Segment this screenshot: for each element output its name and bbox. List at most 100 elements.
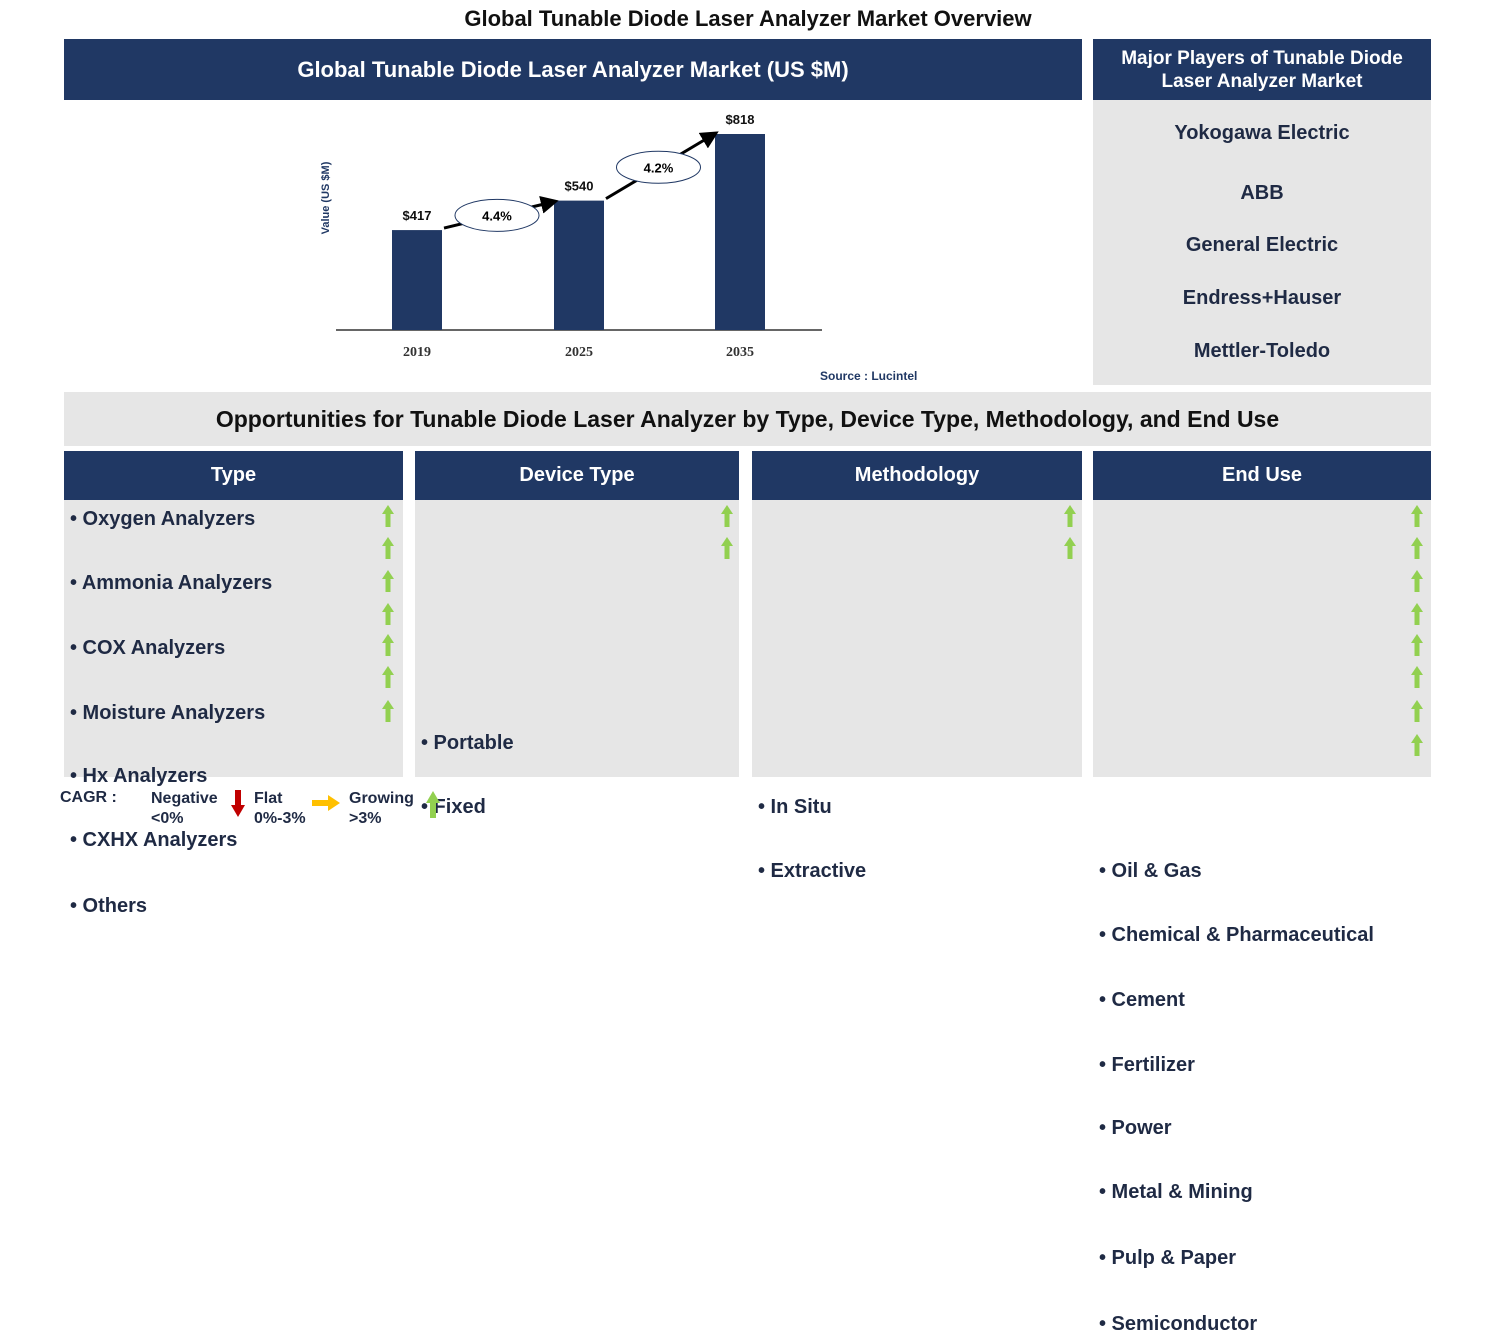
- arrow-up-green-icon: [1064, 505, 1076, 527]
- cagr-label: 4.4%: [482, 208, 512, 223]
- column-panel: [1093, 500, 1431, 777]
- legend-label: CAGR :: [60, 789, 117, 806]
- column-header: Methodology: [752, 451, 1082, 500]
- players-header: Major Players of Tunable Diode Laser Ana…: [1093, 39, 1431, 100]
- column-panel: [415, 500, 739, 777]
- list-item: • Oil & Gas: [1095, 855, 1429, 887]
- column-panel: [752, 500, 1082, 777]
- arrow-up-green-icon: [1411, 603, 1423, 625]
- list-item-label: • Oxygen Analyzers: [70, 508, 256, 530]
- list-item-label: • Extractive: [758, 860, 867, 882]
- player-item: Endress+Hauser: [1182, 287, 1342, 309]
- arrow-up-green-icon: [1411, 570, 1423, 592]
- arrow-up-green-icon: [1411, 734, 1423, 756]
- arrow-up-green-icon: [382, 700, 394, 722]
- data-label: $818: [726, 112, 755, 127]
- bar-2025: [554, 200, 604, 330]
- arrow-up-green-icon: [426, 791, 440, 818]
- legend-growing-range: >3%: [349, 810, 382, 827]
- list-item-label: • Pulp & Paper: [1099, 1247, 1237, 1269]
- arrow-right-yellow-icon: [312, 795, 340, 811]
- bar-2019: [392, 230, 442, 330]
- column-header: Type: [64, 451, 403, 500]
- list-item: • Fertilizer: [1095, 1049, 1429, 1081]
- x-tick-label: 2019: [403, 345, 431, 360]
- chart-header: Global Tunable Diode Laser Analyzer Mark…: [64, 39, 1082, 100]
- column-panel: [64, 500, 403, 777]
- player-item: Mettler-Toledo: [1193, 340, 1331, 362]
- arrow-up-green-icon: [1411, 505, 1423, 527]
- legend-negative-label: Negative: [151, 790, 218, 807]
- list-item: • COX Analyzers: [66, 632, 401, 664]
- legend-negative: Negative <0%: [151, 789, 218, 829]
- arrow-up-green-icon: [382, 666, 394, 688]
- list-item-label: • Oil & Gas: [1099, 860, 1202, 882]
- data-label: $417: [403, 208, 432, 223]
- cagr-ellipse: [454, 198, 540, 232]
- list-item: • Oxygen Analyzers: [66, 503, 401, 535]
- list-item-label: • CXHX Analyzers: [70, 829, 238, 851]
- bar-2035: [715, 134, 765, 330]
- legend-growing: Growing >3%: [349, 789, 414, 829]
- column-header: End Use: [1093, 451, 1431, 500]
- list-item: • Portable: [417, 727, 737, 759]
- arrow-up-green-icon: [382, 603, 394, 625]
- x-tick-label: 2035: [726, 345, 754, 360]
- y-axis-label: Value (US $M): [320, 161, 332, 234]
- list-item: • Hx Analyzers: [66, 760, 401, 792]
- list-item-label: • COX Analyzers: [70, 637, 226, 659]
- players-panel: [1093, 100, 1431, 385]
- list-item-label: • Moisture Analyzers: [70, 702, 266, 724]
- list-item: • Pulp & Paper: [1095, 1242, 1429, 1274]
- data-label: $540: [565, 179, 594, 194]
- arrow-down-red-icon: [231, 790, 245, 817]
- list-item: • Semiconductor: [1095, 1308, 1429, 1340]
- list-item: • Fixed: [417, 791, 737, 823]
- list-item-label: • Hx Analyzers: [70, 765, 208, 787]
- arrow-up-green-icon: [721, 505, 733, 527]
- list-item: • Ammonia Analyzers: [66, 567, 401, 599]
- page-title: Global Tunable Diode Laser Analyzer Mark…: [464, 6, 1032, 31]
- source-label: Source : Lucintel: [820, 369, 918, 383]
- player-item: ABB: [1240, 182, 1284, 204]
- arrow-up-green-icon: [382, 537, 394, 559]
- arrow-up-green-icon: [1411, 634, 1423, 656]
- list-item: • Others: [66, 890, 401, 922]
- list-item-label: • Fertilizer: [1099, 1054, 1195, 1076]
- cagr-label: 4.2%: [644, 160, 674, 175]
- x-tick-label: 2025: [565, 345, 593, 360]
- list-item: • In Situ: [754, 791, 1080, 823]
- cagr-ellipse: [616, 150, 701, 184]
- list-item-label: • Portable: [421, 732, 514, 754]
- arrow-up-green-icon: [1411, 666, 1423, 688]
- list-item: • Moisture Analyzers: [66, 697, 401, 729]
- player-item: General Electric: [1185, 234, 1339, 256]
- list-item-label: • Ammonia Analyzers: [70, 572, 273, 594]
- arrow-up-green-icon: [1411, 700, 1423, 722]
- arrow-up-green-icon: [382, 570, 394, 592]
- arrow-up-green-icon: [1411, 537, 1423, 559]
- list-item-label: • Semiconductor: [1099, 1313, 1258, 1335]
- list-item-label: • Power: [1099, 1117, 1172, 1139]
- list-item-label: • Chemical & Pharmaceutical: [1099, 924, 1374, 946]
- arrow-up-green-icon: [382, 634, 394, 656]
- legend-flat: Flat 0%-3%: [254, 789, 306, 829]
- legend-growing-label: Growing: [349, 790, 414, 807]
- list-item: • Power: [1095, 1112, 1429, 1144]
- list-item: • Metal & Mining: [1095, 1176, 1429, 1208]
- opportunities-header: Opportunities for Tunable Diode Laser An…: [64, 392, 1431, 446]
- legend-negative-range: <0%: [151, 810, 184, 827]
- legend-flat-range: 0%-3%: [254, 810, 306, 827]
- column-header: Device Type: [415, 451, 739, 500]
- legend-flat-label: Flat: [254, 790, 283, 807]
- bar-chart: Value (US $M) $417 2019 $540 2025 $818 2035 4.4…: [320, 112, 822, 360]
- player-item: Yokogawa Electric: [1174, 122, 1350, 144]
- list-item: • Extractive: [754, 855, 1080, 887]
- list-item-label: • Cement: [1099, 989, 1185, 1011]
- list-item: • Cement: [1095, 984, 1429, 1016]
- list-item-label: • In Situ: [758, 796, 832, 818]
- arrow-up-green-icon: [1064, 537, 1076, 559]
- list-item-label: • Metal & Mining: [1099, 1181, 1253, 1203]
- arrow-up-green-icon: [382, 505, 394, 527]
- list-item: • Chemical & Pharmaceutical: [1095, 919, 1429, 951]
